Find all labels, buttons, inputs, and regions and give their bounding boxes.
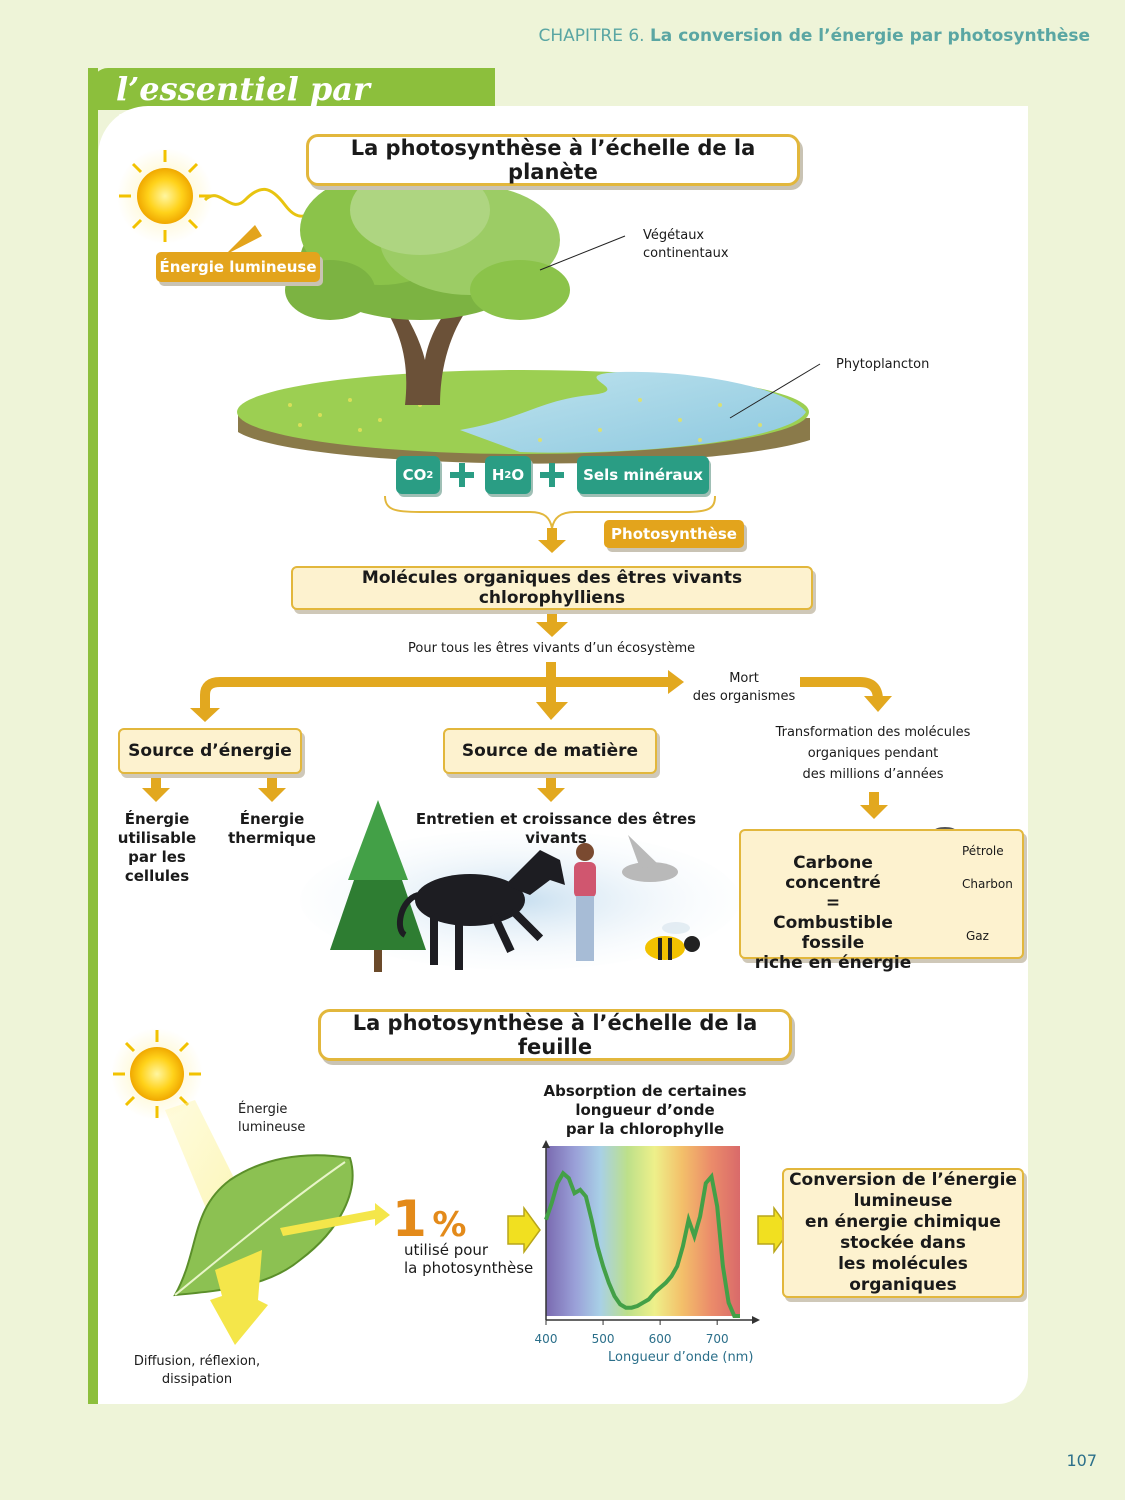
left-green-bar xyxy=(88,68,98,1404)
chapter-header: CHAPITRE 6. La conversion de l’énergie p… xyxy=(538,26,1090,46)
x-axis-label: Longueur d’onde (nm) xyxy=(608,1350,754,1365)
x-tick-label: 500 xyxy=(592,1332,615,1346)
living-beings-illustration xyxy=(300,800,740,972)
woman-icon xyxy=(574,843,596,961)
energy-arrow xyxy=(280,1203,390,1236)
yellow-arrow-icon xyxy=(507,1205,541,1255)
planet-title: La photosynthèse à l’échelle de la planè… xyxy=(306,134,800,186)
mort-text: Mort des organismes xyxy=(692,671,796,704)
energie-thermique-text: Énergie thermique xyxy=(228,810,316,847)
tree-illustration xyxy=(285,165,570,405)
energie-utilisable-text: Énergie utilisable par les cellules xyxy=(117,810,197,885)
phytoplancton-label: Phytoplancton xyxy=(836,357,930,372)
transformation-text: Transformation des molécules organiques p… xyxy=(775,725,971,782)
one-percent: 1 % xyxy=(392,1190,467,1248)
horse-icon xyxy=(396,850,565,970)
leaf-title-text: La photosynthèse à l’échelle de la feuil… xyxy=(352,1011,758,1059)
plus-icon xyxy=(450,463,564,487)
spectrum-background xyxy=(546,1146,740,1316)
page-number: 107 xyxy=(1066,1451,1097,1470)
wasp-icon xyxy=(645,922,700,960)
co2-box: CO 2 xyxy=(396,456,440,494)
photosynthese-label: Photosynthèse xyxy=(604,520,744,548)
carbone-text: Carbone concentré = Combustible fossile ric… xyxy=(754,853,912,973)
vegetaux-label: Végétaux continentaux xyxy=(643,228,729,261)
chart-title: Absorption de certaines longueur d’onde pa… xyxy=(543,1082,747,1138)
leader-line-vegetaux xyxy=(539,235,626,271)
petrole-label: Pétrole xyxy=(962,844,1004,858)
source-matiere-box: Source de matière xyxy=(443,728,657,774)
energie-lumineuse-text: Énergie lumineuse xyxy=(238,1102,306,1135)
carbone-box: Carbone concentré = Combustible fossile ric… xyxy=(739,829,1024,973)
charbon-label: Charbon xyxy=(962,877,1013,891)
energy-label-text: Énergie lumineuse xyxy=(159,258,317,276)
leader-line-phyto xyxy=(729,363,821,419)
sun-icon xyxy=(117,148,213,244)
sun-icon xyxy=(111,1028,203,1120)
planet-title-text: La photosynthèse à l’échelle de la planè… xyxy=(350,136,756,184)
diffusion-text: Diffusion, réflexion, dissipation xyxy=(133,1354,261,1387)
source-energie-box: Source d’énergie xyxy=(118,728,302,774)
molecules-box: Molécules organiques des êtres vivants c… xyxy=(291,566,813,610)
ground-disk xyxy=(237,370,810,464)
chapter-title: La conversion de l’énergie par photosynt… xyxy=(649,26,1090,46)
x-tick-label: 400 xyxy=(535,1332,558,1346)
sels-mineraux-box: Sels minéraux xyxy=(577,456,709,494)
conversion-box: Conversion de l’énergie lumineuse en énerg… xyxy=(782,1168,1024,1298)
x-tick-label: 600 xyxy=(649,1332,672,1346)
flow-arrows xyxy=(142,528,892,819)
utilise-text: utilisé pour la photosynthèse xyxy=(404,1241,534,1277)
bird-icon xyxy=(622,835,678,882)
chapter-number: CHAPITRE 6. xyxy=(538,26,645,46)
absorption-chart: 400 500 600 700 xyxy=(535,1140,760,1346)
gaz-label: Gaz xyxy=(966,929,989,943)
energy-label: Énergie lumineuse xyxy=(156,252,320,282)
leaf-icon xyxy=(173,1154,354,1297)
x-tick-label: 700 xyxy=(706,1332,729,1346)
pour-tous-text: Pour tous les êtres vivants d’un écosyst… xyxy=(408,641,696,656)
leaf-title: La photosynthèse à l’échelle de la feuil… xyxy=(318,1009,792,1061)
absorption-curve xyxy=(544,1170,740,1318)
entretien-text: Entretien et croissance des êtres vivant… xyxy=(415,810,697,847)
reflection-arrow xyxy=(210,1250,268,1345)
